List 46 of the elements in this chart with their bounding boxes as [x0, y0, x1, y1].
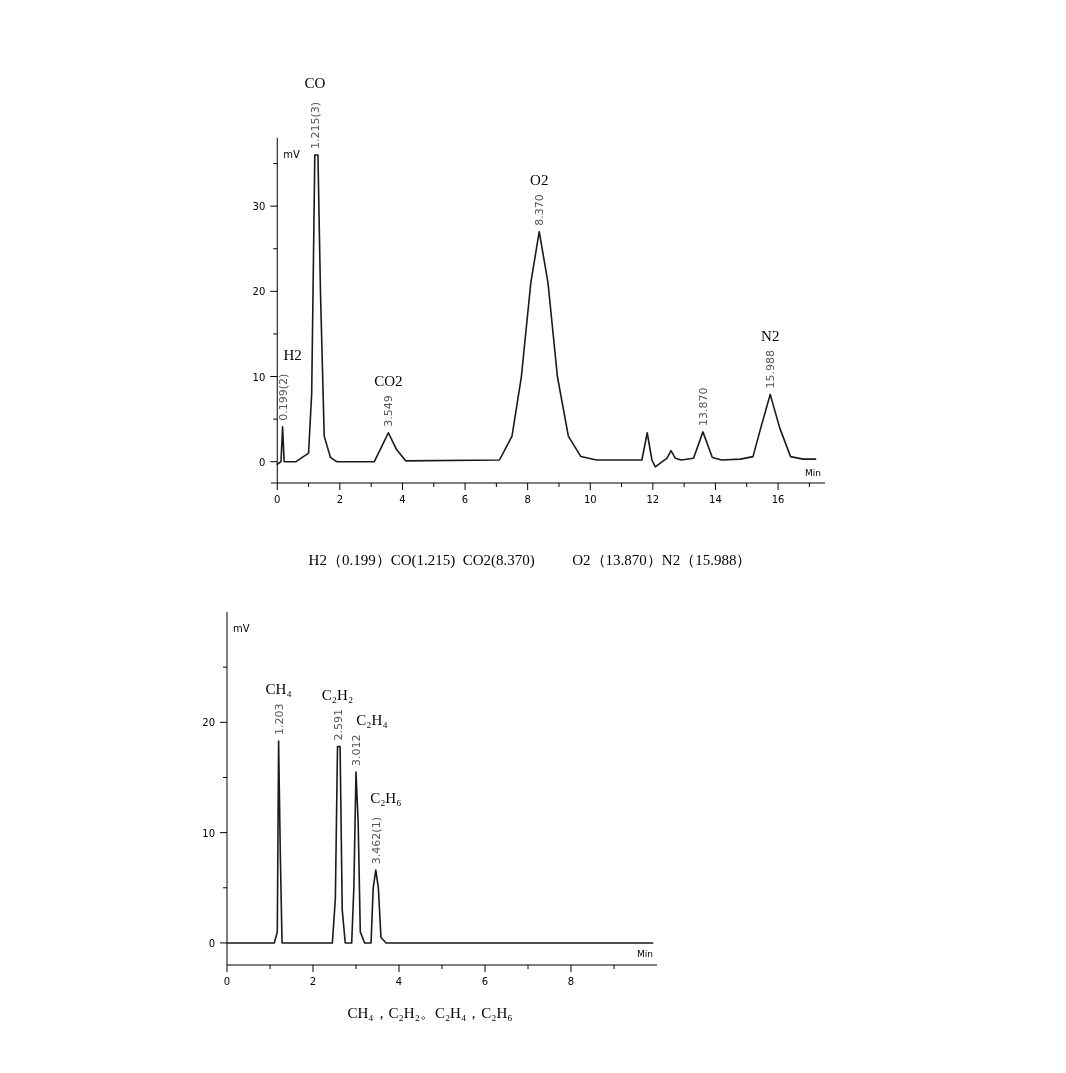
x-axis-title: Min — [805, 467, 821, 478]
annotation: 0.199(2) — [276, 373, 290, 421]
y-tick-label: 20 — [202, 717, 215, 729]
x-tick-label: 4 — [399, 494, 406, 505]
x-tick-label: 2 — [336, 494, 344, 505]
annotation: 3.549 — [382, 395, 396, 427]
x-axis-title: Min — [637, 948, 653, 959]
annotation: O2 — [530, 171, 549, 188]
annotation: 2.591 — [331, 709, 345, 741]
annotation: C₂H₆ — [370, 790, 402, 807]
x-tick-label: 8 — [524, 494, 531, 505]
x-tick-label: 6 — [461, 494, 469, 505]
annotation: H2 — [283, 346, 302, 363]
y-tick-label: 10 — [252, 371, 266, 383]
text: CO — [304, 75, 326, 92]
y-tick-label: 30 — [252, 201, 266, 213]
annotation: 3.012 — [350, 734, 363, 766]
annotation: CH₄ — [265, 681, 292, 698]
annotation: 3.462(1) — [369, 817, 383, 865]
x-tick-label: 0 — [274, 494, 281, 505]
x-tick-label: 10 — [583, 494, 597, 505]
annotation: 15.988 — [764, 349, 778, 389]
x-tick-label: 6 — [481, 976, 489, 987]
text: CH₄，C₂H₂。C₂H₄，C₂H₆ — [347, 1005, 513, 1021]
x-tick-label: 12 — [646, 494, 660, 505]
y-axis-title: mV — [233, 623, 250, 634]
y-tick-label: 10 — [202, 827, 215, 839]
annotation: C₂H₂ — [321, 686, 354, 703]
x-tick-label: 16 — [771, 494, 785, 505]
y-tick-label: 0 — [258, 456, 266, 468]
x-tick-label: 4 — [395, 976, 403, 987]
x-tick-label: 14 — [709, 494, 722, 505]
x-tick-label: 0 — [223, 976, 231, 987]
text: H2（0.199）CO(1.215) CO2(8.370) O2（13.870）N2（15.988） — [308, 552, 752, 569]
annotation: 1.215(3) — [308, 101, 322, 150]
y-axis-title: mV — [283, 149, 300, 160]
annotation: N2 — [761, 327, 780, 344]
annotation: 1.203 — [272, 703, 286, 736]
annotation: C₂H₄ — [356, 711, 388, 728]
x-tick-label: 2 — [309, 976, 317, 987]
y-tick-label: 0 — [208, 937, 215, 949]
x-tick-label: 8 — [567, 976, 575, 987]
annotation: 8.370 — [533, 194, 547, 226]
annotation: CO2 — [374, 372, 403, 389]
annotation: 13.870 — [696, 387, 710, 426]
y-tick-label: 20 — [252, 286, 266, 298]
